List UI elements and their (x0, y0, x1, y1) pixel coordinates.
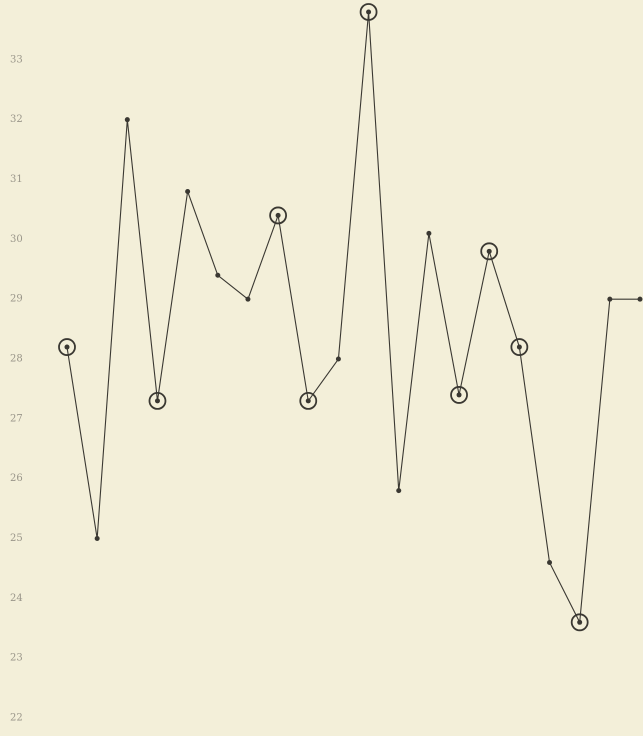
point (94, 536, 100, 542)
point-circle (570, 613, 589, 632)
point (547, 559, 553, 565)
point (396, 488, 402, 494)
point (275, 212, 281, 218)
y-tick-label: 25 (10, 533, 23, 544)
y-tick-label: 33 (10, 54, 23, 65)
point (305, 398, 311, 404)
point-circle (450, 386, 468, 404)
point (366, 9, 372, 15)
line (66, 11, 640, 625)
point (64, 344, 70, 350)
point (456, 392, 462, 398)
y-tick-label: 32 (10, 114, 23, 125)
y-tick-label: 30 (10, 234, 23, 245)
y-tick-label: 22 (10, 713, 23, 724)
point-circle (269, 206, 288, 225)
point-circle (480, 242, 499, 261)
point (637, 296, 643, 302)
point-circle (510, 338, 529, 356)
y-tick-label: 23 (10, 653, 23, 664)
y-tick-label: 29 (10, 294, 23, 305)
y-tick-label: 27 (10, 413, 23, 424)
y-tick-label: 28 (10, 354, 23, 365)
point-circle (58, 338, 76, 356)
point (245, 296, 251, 302)
point (335, 356, 341, 362)
point (577, 619, 583, 625)
point (124, 117, 130, 123)
point-circle (148, 392, 167, 410)
point (607, 296, 613, 302)
point (185, 188, 191, 194)
point (426, 230, 432, 236)
point (215, 272, 221, 278)
y-tick-label: 24 (10, 593, 23, 604)
point (516, 344, 522, 350)
point-circle (359, 3, 378, 21)
y-tick-label: 31 (10, 174, 23, 185)
point (154, 398, 160, 404)
point (486, 248, 492, 254)
point-circle (299, 392, 318, 410)
y-tick-label: 26 (10, 473, 23, 484)
